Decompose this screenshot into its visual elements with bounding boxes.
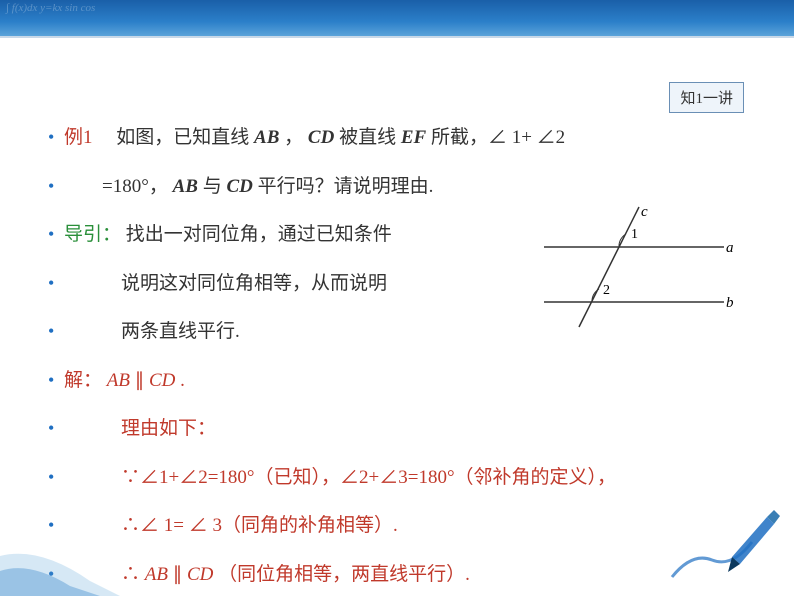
header-band: ∫ f(x)dx y=kx sin cos [0, 0, 794, 38]
bullet-icon: • [48, 464, 58, 491]
parallel-symbol: ∥ [135, 370, 149, 391]
text: 所截，∠ 1+ ∠2 [431, 127, 565, 148]
bullet-icon: • [48, 318, 58, 345]
corner-decoration-icon [0, 536, 120, 596]
text: =180°， [64, 176, 168, 197]
bullet-icon: • [48, 367, 58, 394]
line-c [579, 207, 639, 327]
line-solution-1: • 解： AB ∥ CD . [48, 367, 764, 396]
line-solution-5: • ∴ AB ∥ CD （同位角相等，两直线平行）. [48, 561, 764, 590]
var-ab: AB [107, 370, 130, 391]
text: 平行吗？请说明理由. [258, 176, 434, 197]
bullet-icon: • [48, 415, 58, 442]
line-example-1: • 例1 如图，已知直线 AB ， CD 被直线 EF 所截，∠ 1+ ∠2 [48, 124, 764, 153]
text: . [180, 370, 185, 391]
label-angle-1: 1 [631, 227, 638, 242]
var-cd: CD [149, 370, 175, 391]
var-cd: CD [187, 564, 213, 585]
bullet-icon: • [48, 221, 58, 248]
label-a: a [726, 240, 734, 256]
text: 如图，已知直线 [97, 127, 249, 148]
text: 与 [203, 176, 222, 197]
label-c: c [641, 204, 648, 220]
example-label: 例1 [64, 127, 93, 148]
bullet-icon: • [48, 512, 58, 539]
line-solution-3: • ∵∠1+∠2=180°（已知），∠2+∠3=180°（邻补角的定义）， [48, 464, 764, 493]
var-ab: AB [254, 127, 279, 148]
bullet-icon: • [48, 173, 58, 200]
bullet-icon: • [48, 270, 58, 297]
bullet-icon: • [48, 124, 58, 151]
line-solution-4: • ∴∠ 1= ∠ 3（同角的补角相等）. [48, 512, 764, 541]
var-ef: EF [401, 127, 426, 148]
header-formula-overlay: ∫ f(x)dx y=kx sin cos [0, 0, 200, 38]
geometry-figure: c a b 1 2 [524, 202, 734, 332]
parallel-symbol: ∥ [173, 564, 187, 585]
var-cd: CD [308, 127, 334, 148]
var-ab: AB [173, 176, 198, 197]
text: 两条直线平行. [64, 318, 240, 347]
text: ， [284, 127, 303, 148]
text: ∵∠1+∠2=180°（已知），∠2+∠3=180°（邻补角的定义）， [64, 464, 616, 493]
label-b: b [726, 295, 734, 311]
text: （同位角相等，两直线平行）. [218, 564, 470, 585]
text: 理由如下： [64, 415, 216, 444]
slide-content: • 例1 如图，已知直线 AB ， CD 被直线 EF 所截，∠ 1+ ∠2 •… [48, 124, 764, 609]
var-cd: CD [226, 176, 252, 197]
var-ab: AB [145, 564, 168, 585]
text: 被直线 [339, 127, 396, 148]
line-solution-2: • 理由如下： [48, 415, 764, 444]
solution-label: 解： [64, 370, 102, 391]
guide-label: 导引： [64, 224, 121, 245]
text: 说明这对同位角相等，从而说明 [64, 270, 387, 299]
pen-decoration-icon [662, 502, 782, 592]
line-example-2: • =180°， AB 与 CD 平行吗？请说明理由. [48, 173, 764, 202]
section-tag: 知1一讲 [669, 82, 744, 113]
text: 找出一对同位角，通过已知条件 [126, 224, 392, 245]
label-angle-2: 2 [603, 283, 610, 298]
